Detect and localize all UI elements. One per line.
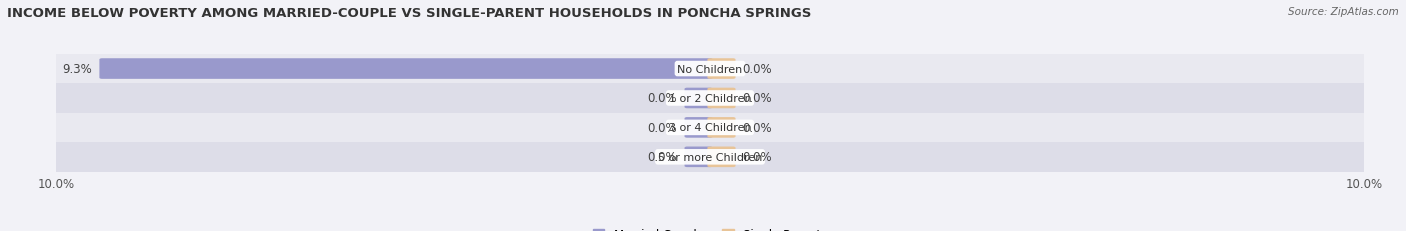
Text: 5 or more Children: 5 or more Children <box>658 152 762 162</box>
FancyBboxPatch shape <box>685 147 713 167</box>
Text: 1 or 2 Children: 1 or 2 Children <box>669 94 751 103</box>
Text: 0.0%: 0.0% <box>648 151 678 164</box>
Text: INCOME BELOW POVERTY AMONG MARRIED-COUPLE VS SINGLE-PARENT HOUSEHOLDS IN PONCHA : INCOME BELOW POVERTY AMONG MARRIED-COUPL… <box>7 7 811 20</box>
Text: 0.0%: 0.0% <box>648 92 678 105</box>
Text: 3 or 4 Children: 3 or 4 Children <box>669 123 751 133</box>
Text: 9.3%: 9.3% <box>62 63 93 76</box>
Text: 0.0%: 0.0% <box>742 151 772 164</box>
Text: 0.0%: 0.0% <box>742 121 772 134</box>
Text: No Children: No Children <box>678 64 742 74</box>
Text: Source: ZipAtlas.com: Source: ZipAtlas.com <box>1288 7 1399 17</box>
FancyBboxPatch shape <box>685 118 713 138</box>
Bar <box>56 84 1364 113</box>
Text: 0.0%: 0.0% <box>742 63 772 76</box>
FancyBboxPatch shape <box>707 147 735 167</box>
FancyBboxPatch shape <box>707 59 735 79</box>
Text: 0.0%: 0.0% <box>742 92 772 105</box>
FancyBboxPatch shape <box>707 88 735 109</box>
FancyBboxPatch shape <box>707 118 735 138</box>
Bar <box>56 113 1364 143</box>
FancyBboxPatch shape <box>685 88 713 109</box>
Bar <box>56 143 1364 172</box>
Text: 0.0%: 0.0% <box>648 121 678 134</box>
Bar <box>56 55 1364 84</box>
Legend: Married Couples, Single Parents: Married Couples, Single Parents <box>588 223 832 231</box>
FancyBboxPatch shape <box>100 59 713 79</box>
